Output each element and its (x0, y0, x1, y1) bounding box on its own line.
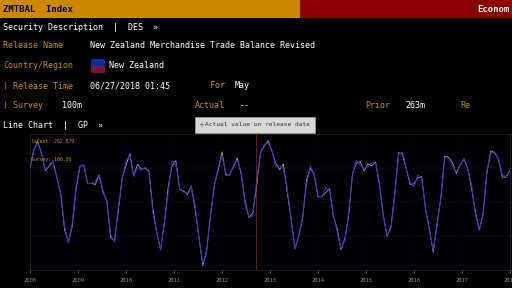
Text: +: + (198, 122, 204, 128)
Text: New Zealand Merchandise Trade Balance Revised: New Zealand Merchandise Trade Balance Re… (90, 41, 315, 50)
Text: ) Release Time: ) Release Time (3, 82, 73, 90)
FancyBboxPatch shape (195, 117, 315, 133)
Text: Actual: Actual (195, 101, 225, 111)
Text: latest: 262.879: latest: 262.879 (31, 139, 75, 145)
Text: --: -- (240, 101, 250, 111)
Text: 06/27/2018 01:45: 06/27/2018 01:45 (90, 82, 170, 90)
Text: Actual value on release date: Actual value on release date (205, 122, 310, 128)
Text: New Zealand: New Zealand (109, 62, 164, 71)
Bar (91, 66, 105, 73)
Text: 263m: 263m (405, 101, 425, 111)
Text: 100m: 100m (62, 101, 82, 111)
Text: Release Name: Release Name (3, 41, 63, 50)
Bar (0, 0, 300, 18)
Text: For: For (210, 82, 225, 90)
Text: ) Survey: ) Survey (3, 101, 43, 111)
Text: Econom: Econom (477, 5, 509, 14)
Text: Country/Region: Country/Region (3, 62, 73, 71)
Text: Survey: 100.00: Survey: 100.00 (31, 157, 72, 162)
Text: May: May (235, 82, 250, 90)
Text: Line Chart  |  GP  »: Line Chart | GP » (3, 120, 103, 130)
Text: Prior: Prior (365, 101, 390, 111)
Text: Re: Re (460, 101, 470, 111)
Bar (300, 0, 512, 18)
Text: Security Description  |  DES  »: Security Description | DES » (3, 22, 158, 31)
Bar (91, 59, 105, 73)
Text: ZMTBAL  Index: ZMTBAL Index (3, 5, 73, 14)
